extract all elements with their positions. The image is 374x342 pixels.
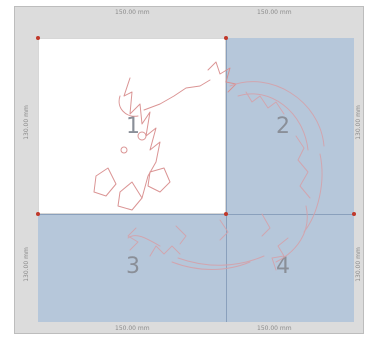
ruler-left-bottom-label: 130.00 mm bbox=[22, 247, 30, 282]
ruler-left-top-label: 130.00 mm bbox=[22, 105, 30, 140]
ruler-top-right-label: 150.00 mm bbox=[257, 9, 292, 16]
section-number-1: 1 bbox=[126, 114, 140, 139]
hoop-marker-center[interactable] bbox=[224, 212, 228, 216]
section-divider-vertical bbox=[226, 38, 227, 322]
ruler-bottom-right-label: 150.00 mm bbox=[257, 325, 292, 332]
ruler-right-top-label: 130.00 mm bbox=[354, 105, 362, 140]
hoop-area[interactable]: 1 2 3 4 bbox=[38, 38, 354, 322]
ruler-bottom-left-label: 150.00 mm bbox=[115, 325, 150, 332]
section-divider-horizontal bbox=[38, 214, 354, 215]
section-number-2: 2 bbox=[276, 114, 290, 139]
ruler-right-bottom-label: 130.00 mm bbox=[354, 247, 362, 282]
ruler-top-left-label: 150.00 mm bbox=[115, 9, 150, 16]
hoop-marker-right-mid[interactable] bbox=[352, 212, 356, 216]
section-number-3: 3 bbox=[126, 254, 140, 279]
hoop-marker-top-left[interactable] bbox=[36, 36, 40, 40]
hoop-marker-top-mid[interactable] bbox=[224, 36, 228, 40]
section-number-4: 4 bbox=[276, 254, 290, 279]
hoop-marker-left-mid[interactable] bbox=[36, 212, 40, 216]
